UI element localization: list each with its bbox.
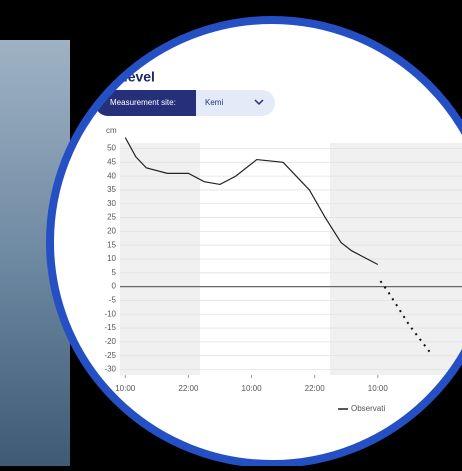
site-value[interactable]: Kemi: [205, 98, 223, 107]
y-tick-label: 35: [107, 185, 116, 194]
observation-line: [124, 137, 379, 266]
x-tick-label: 22:00: [305, 384, 326, 393]
site-label: Measurement site:: [110, 98, 176, 107]
y-tick-label: -25: [104, 351, 116, 360]
x-tick-label: 22:00: [178, 384, 199, 393]
y-tick-label: 5: [112, 268, 117, 277]
forecast-line: [379, 280, 432, 354]
y-tick-label: -10: [104, 309, 116, 318]
y-unit: cm: [106, 126, 117, 135]
x-tick-label: 10:00: [242, 384, 263, 393]
y-tick-label: -15: [104, 323, 116, 332]
y-tick-label: 20: [107, 226, 116, 235]
site-select-label-bg: [95, 90, 196, 116]
x-tick-label: 10:00: [368, 384, 389, 393]
y-tick-label: 45: [107, 157, 116, 166]
y-tick-label: 0: [112, 282, 117, 291]
legend-label: Observati: [351, 404, 385, 413]
x-tick-label: 10:00: [115, 384, 136, 393]
y-tick-label: -5: [109, 296, 117, 305]
y-tick-label: 50: [107, 144, 116, 153]
y-tick-label: 25: [107, 213, 116, 222]
y-tick-label: 15: [107, 240, 116, 249]
y-tick-label: 30: [107, 199, 116, 208]
y-tick-label: -30: [104, 365, 116, 374]
y-tick-label: 10: [107, 254, 116, 263]
y-tick-label: -20: [104, 337, 116, 346]
circle-border: [46, 16, 462, 468]
chevron: [254, 99, 264, 106]
y-tick-label: 40: [107, 171, 116, 180]
